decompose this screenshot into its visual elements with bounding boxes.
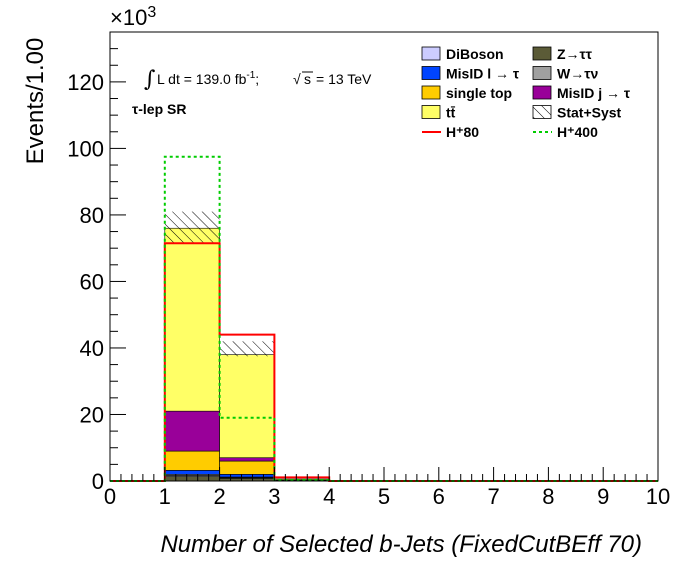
legend-label-0: DiBoson (446, 46, 504, 62)
x-tick-label-9: 9 (597, 484, 609, 509)
x-tick-label-4: 4 (323, 484, 335, 509)
legend-label-7: Stat+Syst (557, 105, 622, 121)
legend-swatch-5 (532, 85, 552, 100)
legend-label-1: Z→ττ (557, 46, 593, 62)
bar-6-bin-2 (219, 354, 275, 459)
bar-5-bin-1 (164, 410, 220, 452)
y-tick-label-5: 100 (67, 136, 104, 161)
bar-6-bin-1 (164, 227, 220, 412)
sqrt-s-label: s (304, 71, 311, 87)
x-tick-label-1: 1 (159, 484, 171, 509)
x-tick-label-2: 2 (213, 484, 225, 509)
legend-swatch-4 (421, 85, 441, 100)
x-tick-label-8: 8 (542, 484, 554, 509)
x-tick-label-7: 7 (487, 484, 499, 509)
lumi-label: L dt = 139.0 fb-1; (157, 70, 259, 87)
y-tick-label-2: 40 (80, 336, 104, 361)
bar-3-bin-1 (164, 470, 220, 475)
legend-label-6: tt̄ (446, 104, 456, 120)
legend-label-3: W→τν (557, 66, 598, 82)
legend-swatch-3 (532, 66, 552, 80)
bar-4-bin-2 (219, 460, 275, 475)
x-tick-label-6: 6 (433, 484, 445, 509)
integral-sign-icon: ∫ (144, 67, 156, 92)
y-axis-ticks: 0 20 40 60 80 100 120 (67, 31, 126, 494)
legend-swatch-6 (421, 105, 441, 119)
x-tick-label-10: 10 (646, 484, 670, 509)
region-label: τ-lep SR (132, 101, 186, 117)
x-tick-label-0: 0 (104, 484, 116, 509)
legend-label-9: H⁺400 (557, 124, 598, 140)
y-tick-label-6: 120 (67, 70, 104, 95)
x-tick-label-3: 3 (268, 484, 280, 509)
legend-swatch-1 (532, 46, 552, 61)
bar-4-bin-1 (164, 450, 220, 471)
y-tick-label-3: 60 (80, 269, 104, 294)
energy-label: = 13 TeV (316, 71, 372, 87)
legend-label-5: MisID j → τ (557, 85, 631, 101)
annotation: ∫ L dt = 139.0 fb-1; √ s = 13 TeV τ-lep … (132, 67, 372, 117)
legend-label-4: single top (446, 85, 512, 101)
bar-5-bin-2 (219, 457, 275, 462)
legend-swatch-0 (421, 46, 441, 61)
legend-label-2: MisID l → τ (446, 66, 520, 82)
lumi-sup: -1 (246, 70, 255, 81)
y-tick-label-0: 0 (92, 469, 104, 494)
legend-swatch-2 (421, 66, 441, 80)
x-axis-ticks: 0 1 2 3 4 5 6 7 8 9 10 (104, 467, 670, 509)
uncertainty-bin-2 (219, 341, 275, 357)
legend-label-8: H⁺80 (446, 124, 479, 140)
sqrt-icon: √ (293, 71, 301, 87)
y-multiplier: ×103 (110, 4, 156, 30)
uncertainty-bin-1 (164, 211, 220, 244)
y-axis-title: Events/1.00 (22, 38, 49, 165)
legend-swatch-7 (532, 105, 552, 119)
x-tick-label-5: 5 (378, 484, 390, 509)
bar-0-bin-1 (164, 476, 220, 482)
bar-3-bin-2 (219, 474, 275, 478)
x-axis-title: Number of Selected b-Jets (FixedCutBEff … (160, 531, 642, 558)
legend: DiBoson Z→ττ MisID l → τ W→τν single top MisI… (421, 46, 631, 140)
y-tick-label-4: 80 (80, 203, 104, 228)
y-tick-label-1: 20 (80, 402, 104, 427)
uncertainty-band (164, 211, 330, 480)
y-multiplier-exponent: 3 (147, 4, 156, 21)
